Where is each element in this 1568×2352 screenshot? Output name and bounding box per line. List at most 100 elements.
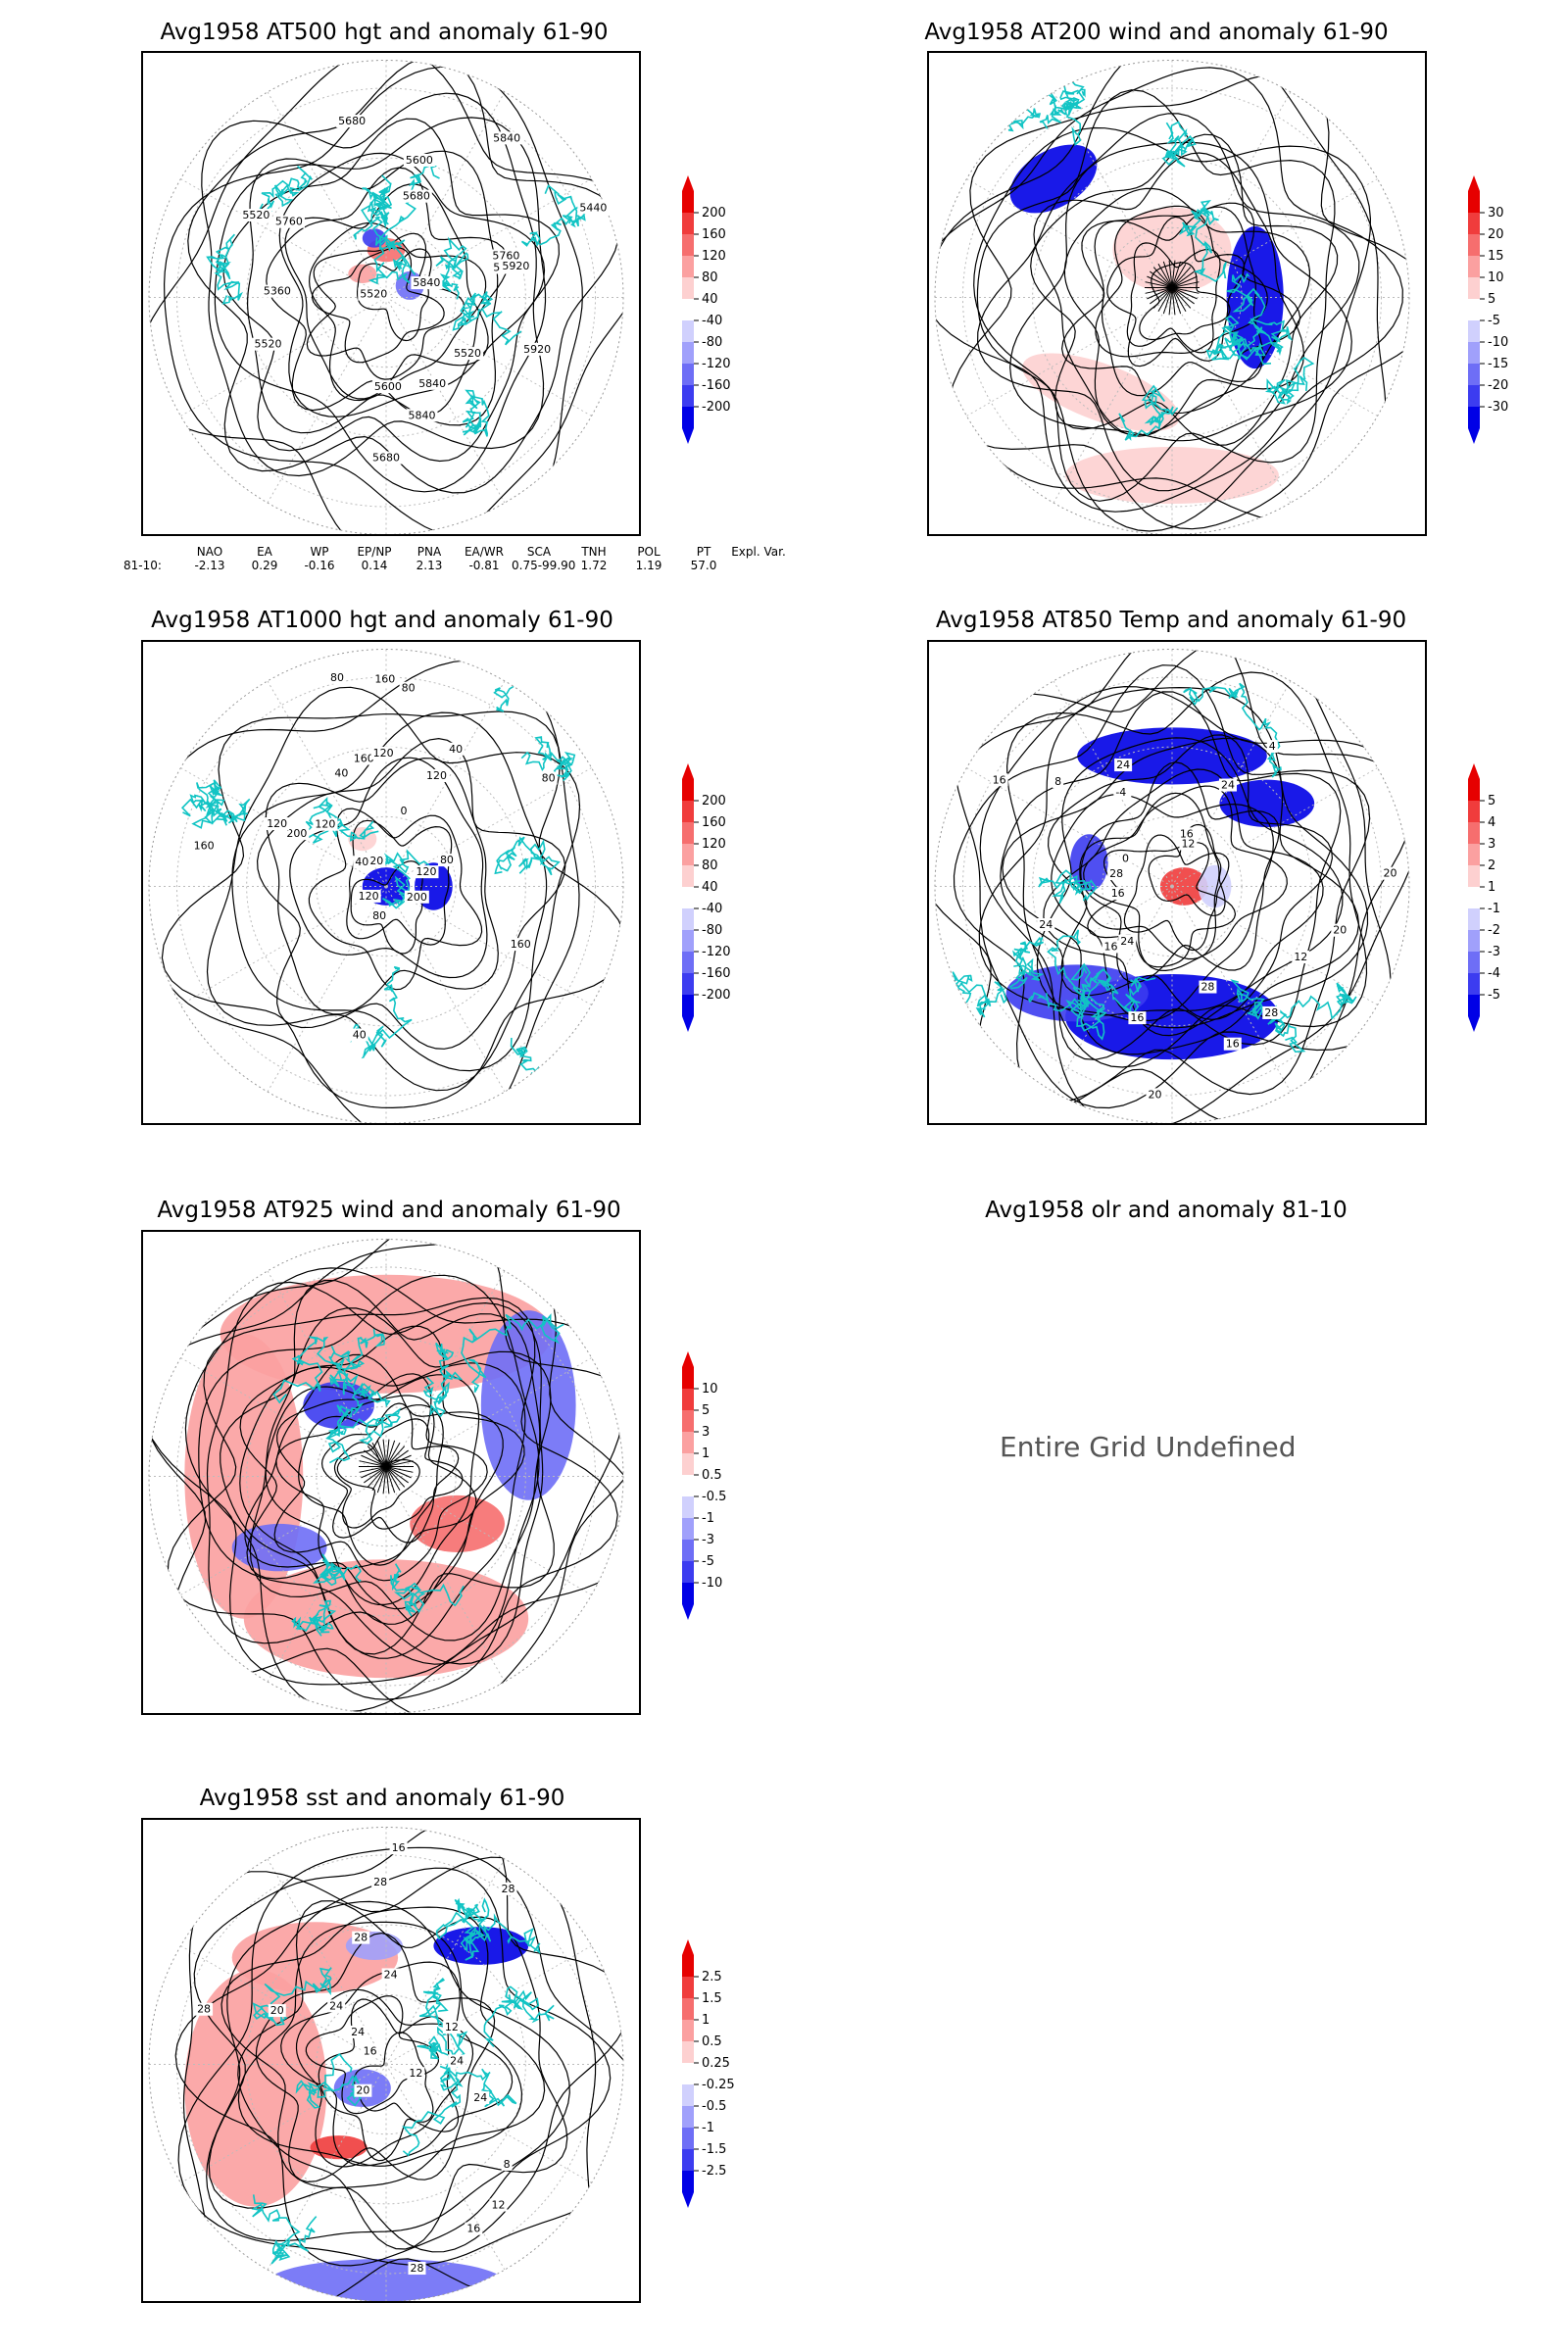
legend-label: -80 <box>702 923 722 938</box>
contour-line <box>161 710 623 1109</box>
contour-label-bg <box>1102 940 1120 954</box>
legend-swatch <box>682 2106 694 2128</box>
contour-label-bg <box>1262 1005 1281 1019</box>
coastline <box>434 236 469 300</box>
coastline <box>1274 982 1357 1054</box>
contour-label-bg <box>353 856 371 869</box>
legend-label: 1.5 <box>702 1991 722 2006</box>
contour-label: 160 <box>374 673 395 686</box>
map-content <box>149 1239 623 1713</box>
meridian-line <box>1053 297 1173 504</box>
contour-label: 28 <box>1109 867 1123 880</box>
streamline <box>376 1440 387 1467</box>
contour-label-bg <box>406 409 438 422</box>
contour-label-bg <box>1381 866 1399 880</box>
legend-label: -1 <box>702 2121 714 2135</box>
contour-line <box>284 183 489 400</box>
legend-swatch <box>682 407 694 428</box>
latitude-circle <box>175 1266 597 1687</box>
legend-label: 160 <box>702 815 726 830</box>
contour-label: 4 <box>1269 740 1276 753</box>
legend-label: 0.25 <box>702 2056 730 2071</box>
coastline <box>422 1342 464 1418</box>
contour-label: 12 <box>1181 838 1195 851</box>
legend-label: -10 <box>702 1576 722 1591</box>
meridian-line <box>1171 886 1292 1093</box>
legend-swatch <box>1468 385 1480 407</box>
contour-label: 24 <box>1039 918 1053 931</box>
streamline <box>1171 287 1176 316</box>
contour-label: 40 <box>353 1029 367 1042</box>
legend-arrow-top <box>682 1351 694 1367</box>
coastline <box>1008 936 1045 990</box>
panel-title: Avg1958 AT1000 hgt and anomaly 61-90 <box>151 608 613 633</box>
streamline <box>1147 275 1173 288</box>
contour-label: 5440 <box>579 201 607 214</box>
meridian-line <box>385 1945 592 2065</box>
map-content <box>149 649 623 1123</box>
coastline <box>206 233 243 305</box>
legend-swatch <box>682 234 694 256</box>
contour-line <box>206 686 581 1092</box>
coastline <box>463 1897 541 1961</box>
contour-label: 40 <box>334 767 348 780</box>
streamline <box>371 1443 387 1467</box>
contour-label: 5920 <box>523 343 551 356</box>
contour-label-bg <box>1179 837 1198 851</box>
contour-label-bg <box>500 260 532 273</box>
coastline <box>368 236 416 285</box>
legend-label: -80 <box>702 335 722 350</box>
contour-label: 120 <box>373 747 394 760</box>
contour-label-bg <box>370 909 389 923</box>
contour-label-bg <box>261 284 293 298</box>
meridian-line <box>180 1476 387 1595</box>
legend-swatch <box>682 1583 694 1604</box>
legend-swatch <box>682 2128 694 2149</box>
contour-label-bg <box>1113 785 1132 799</box>
contour-label-bg <box>407 2067 425 2081</box>
map-frame-sst: 28 24 28 24 20 16 12 24 16 12 8 12 16 20 24 28 28 24 28 <box>141 1818 641 2303</box>
panel-title: Avg1958 AT925 wind and anomaly 61-90 <box>157 1198 621 1223</box>
anomaly-shading <box>1077 727 1267 785</box>
legend-label: 200 <box>702 206 726 220</box>
legend-arrow-bottom <box>682 1016 694 1032</box>
legend-label: 1 <box>1488 880 1495 895</box>
map-boundary <box>934 649 1410 1123</box>
contour-label: 28 <box>410 2262 423 2275</box>
contour-label-bg <box>371 380 404 394</box>
contour-line <box>256 737 566 1050</box>
legend-swatch <box>682 1561 694 1583</box>
legend-label: 10 <box>1488 270 1504 285</box>
meridian-line <box>267 2064 387 2271</box>
contour-label: 5520 <box>254 338 281 351</box>
legend-swatch <box>1468 801 1480 822</box>
coastline <box>353 174 393 240</box>
meridian-line <box>385 1476 506 1683</box>
streamline <box>1171 287 1200 294</box>
table-header-cell: WP <box>310 545 329 559</box>
streamline <box>1171 270 1195 288</box>
coastline <box>313 1553 362 1587</box>
coastline <box>205 779 251 826</box>
contour-label: 200 <box>286 827 307 840</box>
streamline <box>361 1454 387 1467</box>
contour-label: 16 <box>1104 940 1118 953</box>
meridian-line <box>1171 91 1292 298</box>
contour-line <box>308 808 483 991</box>
legend-swatch <box>1468 191 1480 213</box>
legend-label: -2 <box>1488 923 1500 938</box>
legend-swatch <box>682 1977 694 1998</box>
legend-arrow-bottom <box>682 428 694 444</box>
contour-label-bg <box>268 2004 286 2018</box>
legend-label: 80 <box>702 270 718 285</box>
legend-label: 3 <box>1488 837 1495 852</box>
contour-line <box>976 113 1360 492</box>
legend-label: -30 <box>1488 400 1508 415</box>
contour-label-bg <box>521 342 554 356</box>
table-header-cell: PNA <box>416 545 442 559</box>
legend-swatch <box>682 1540 694 1561</box>
streamline <box>385 1454 412 1467</box>
contour-label-bg <box>358 287 390 301</box>
contour-label: 28 <box>373 1876 387 1888</box>
contour-label: 40 <box>449 743 463 756</box>
